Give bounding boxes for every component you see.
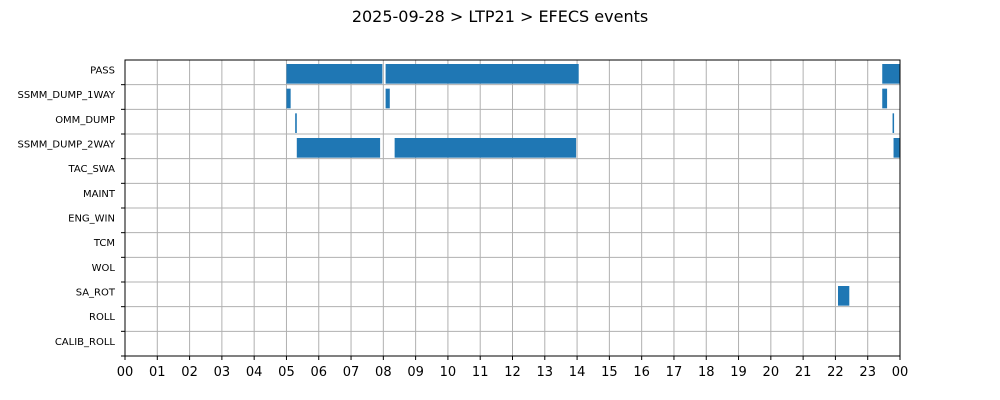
plot-frame [124, 59, 901, 357]
event-bar-ssmm-dump-1way [385, 88, 390, 109]
event-bars [286, 64, 900, 306]
event-bar-ssmm-dump-2way [394, 138, 577, 158]
x-tick-label: 08 [375, 365, 392, 380]
category-label: WOL [92, 263, 116, 274]
x-tick-label: 21 [795, 365, 812, 380]
category-label: ROLL [89, 312, 115, 323]
x-tick-label: 12 [504, 365, 521, 380]
category-label: SA_ROT [76, 288, 116, 299]
event-bar-ssmm-dump-1way [286, 88, 291, 109]
x-tick-label: 06 [310, 365, 327, 380]
category-label: CALIB_ROLL [55, 337, 116, 348]
category-label: TCM [93, 238, 115, 249]
event-bar-ssmm-dump-1way [882, 88, 888, 109]
x-tick-label: 10 [440, 365, 457, 380]
x-tick-label: 11 [472, 365, 489, 380]
event-bar-pass [385, 64, 579, 84]
grid-layer [121, 60, 901, 360]
x-tick-label: 00 [892, 365, 909, 380]
category-label: PASS [90, 66, 115, 77]
event-bar-omm-dump [295, 113, 297, 133]
x-tick-label: 16 [633, 365, 650, 380]
x-tick-label: 01 [149, 365, 166, 380]
category-label: SSMM_DUMP_2WAY [17, 140, 115, 151]
x-tick-label: 09 [407, 365, 424, 380]
event-bar-ssmm-dump-2way [296, 138, 381, 158]
category-label: TAC_SWA [67, 164, 115, 175]
category-label: ENG_WIN [68, 214, 115, 225]
event-bar-pass [286, 64, 383, 84]
category-label: OMM_DUMP [55, 115, 115, 126]
event-bar-sa-rot [838, 286, 850, 306]
x-tick-label: 17 [666, 365, 683, 380]
category-label: SSMM_DUMP_1WAY [17, 90, 115, 101]
x-tick-label: 04 [246, 365, 263, 380]
event-bar-omm-dump [892, 113, 895, 133]
x-tick-label: 07 [343, 365, 360, 380]
x-tick-label: 13 [537, 365, 554, 380]
x-tick-label: 23 [859, 365, 876, 380]
time-tick-labels: 00 01 02 03 04 05 06 07 08 09 10 11 12 13 14 15 16 17 18 19… [117, 365, 909, 380]
x-tick-label: 20 [763, 365, 780, 380]
x-tick-label: 03 [214, 365, 231, 380]
x-tick-label: 15 [601, 365, 618, 380]
x-tick-label: 22 [827, 365, 844, 380]
x-tick-label: 00 [117, 365, 134, 380]
chart-title: 2025-09-28 > LTP21 > EFECS events [352, 7, 648, 26]
x-tick-label: 14 [569, 365, 586, 380]
x-tick-label: 02 [181, 365, 198, 380]
x-tick-label: 05 [278, 365, 295, 380]
x-tick-label: 18 [698, 365, 715, 380]
event-bar-ssmm-dump-2way [893, 138, 900, 158]
x-tick-label: 19 [730, 365, 747, 380]
category-labels: PASS SSMM_DUMP_1WAY OMM_DUMP SSMM_DUMP_2WAY… [17, 66, 115, 348]
event-bar-pass [882, 64, 900, 84]
category-label: MAINT [83, 189, 116, 200]
